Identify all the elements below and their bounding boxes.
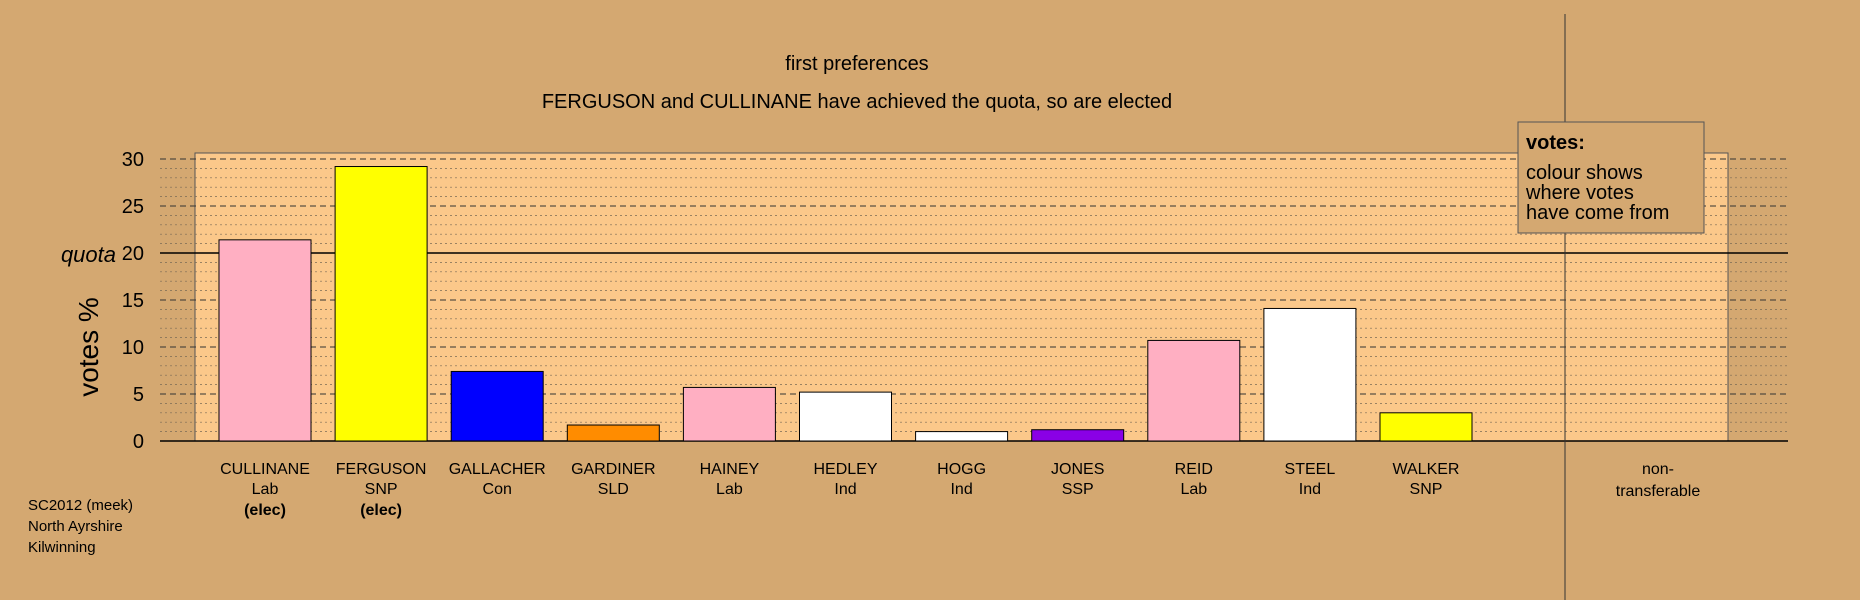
legend: votes: colour shows where votes have com… xyxy=(1517,121,1705,234)
y-tick-label: 0 xyxy=(133,431,144,453)
candidate-party: Con xyxy=(483,481,512,498)
bar-jones xyxy=(1031,429,1125,442)
non-transferable-line2: transferable xyxy=(1616,483,1701,500)
bar-hogg xyxy=(915,431,1009,442)
candidate-status: (elec) xyxy=(244,502,286,519)
candidate-name: HAINEY xyxy=(700,461,760,478)
candidate-name: STEEL xyxy=(1285,461,1336,478)
y-tick-label: 15 xyxy=(122,290,144,312)
bar-ferguson xyxy=(334,166,428,442)
y-axis-label: votes % xyxy=(73,297,104,397)
candidate-name: FERGUSON xyxy=(336,461,427,478)
candidate-name: HEDLEY xyxy=(813,461,877,478)
candidate-party: Lab xyxy=(252,481,279,498)
candidate-party: SLD xyxy=(598,481,629,498)
plot-background xyxy=(194,152,1729,442)
footer-line-3: Kilwinning xyxy=(28,539,96,556)
footer-line-2: North Ayrshire xyxy=(28,518,123,535)
plot-area xyxy=(194,152,1729,442)
legend-line-2: where votes xyxy=(1525,182,1634,204)
y-axis: 0 5 10 15 20 25 30 xyxy=(122,149,144,453)
x-axis-labels: CULLINANE Lab (elec) FERGUSON SNP (elec) GALLA… xyxy=(220,461,1459,519)
candidate-party: Ind xyxy=(834,481,856,498)
footer: SC2012 (meek) North Ayrshire Kilwinning xyxy=(28,497,133,556)
candidate-party: SNP xyxy=(1410,481,1443,498)
candidate-name: GARDINER xyxy=(571,461,655,478)
bar-hainey xyxy=(682,386,776,442)
candidate-name: GALLACHER xyxy=(449,461,546,478)
candidate-name: JONES xyxy=(1051,461,1104,478)
y-tick-label: 5 xyxy=(133,384,144,406)
legend-line-1: colour shows xyxy=(1526,162,1643,184)
candidate-name: CULLINANE xyxy=(220,461,310,478)
bars xyxy=(218,166,1473,442)
chart-title: first preferences xyxy=(785,53,928,75)
non-transferable-line1: non- xyxy=(1642,461,1674,478)
footer-line-1: SC2012 (meek) xyxy=(28,497,133,514)
candidate-party: Ind xyxy=(950,481,972,498)
legend-title: votes: xyxy=(1526,132,1585,154)
candidate-name: HOGG xyxy=(937,461,986,478)
candidate-name: WALKER xyxy=(1393,461,1460,478)
y-tick-label: 25 xyxy=(122,196,144,218)
chart-subtitle: FERGUSON and CULLINANE have achieved the… xyxy=(542,91,1172,113)
bar-gardiner xyxy=(566,424,660,442)
non-transferable-label: non- transferable xyxy=(1616,461,1701,500)
y-tick-label: 10 xyxy=(122,337,144,359)
legend-box xyxy=(1517,121,1705,234)
bar-hedley xyxy=(799,391,892,442)
candidate-party: Lab xyxy=(1180,481,1207,498)
candidate-party: Ind xyxy=(1299,481,1321,498)
candidate-status: (elec) xyxy=(360,502,402,519)
bar-steel xyxy=(1263,307,1357,442)
candidate-name: REID xyxy=(1175,461,1213,478)
y-tick-label: 20 xyxy=(122,243,144,265)
candidate-party: SNP xyxy=(365,481,398,498)
candidate-party: SSP xyxy=(1062,481,1094,498)
bar-reid xyxy=(1147,339,1241,442)
legend-line-3: have come from xyxy=(1526,202,1669,224)
y-tick-label: 30 xyxy=(122,149,144,171)
bar-walker xyxy=(1379,412,1473,442)
candidate-party: Lab xyxy=(716,481,743,498)
quota-label: quota xyxy=(61,242,116,267)
bar-gallacher xyxy=(450,370,544,442)
bar-cullinane xyxy=(218,239,312,442)
grid-lines xyxy=(160,158,1788,442)
